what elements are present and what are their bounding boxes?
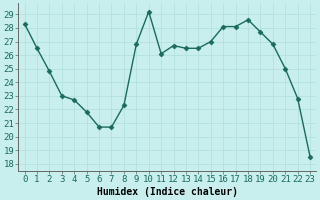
X-axis label: Humidex (Indice chaleur): Humidex (Indice chaleur) [97,186,238,197]
